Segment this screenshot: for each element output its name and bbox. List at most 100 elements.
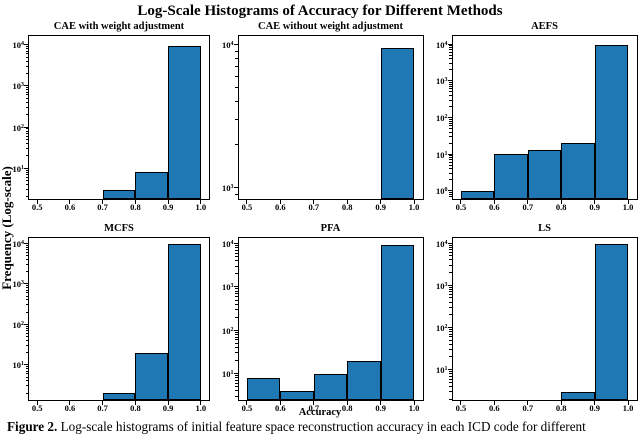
histogram-bar bbox=[246, 377, 281, 400]
y-axis-minor-tick bbox=[235, 273, 238, 275]
x-tick-label: 1.0 bbox=[195, 403, 207, 413]
y-axis-minor-tick bbox=[25, 72, 28, 74]
x-axis-label: Accuracy bbox=[298, 407, 342, 418]
y-axis-minor-tick bbox=[449, 381, 452, 383]
x-axis-tick bbox=[527, 200, 529, 204]
histogram-bar bbox=[135, 352, 169, 400]
x-tick-label: 1.0 bbox=[622, 202, 634, 212]
caption-label: Figure 2. bbox=[7, 419, 58, 434]
subplot-title: PFA bbox=[320, 223, 341, 234]
x-axis-tick bbox=[594, 200, 596, 204]
y-axis-minor-tick bbox=[25, 176, 28, 178]
y-tick-label: 104 bbox=[222, 239, 234, 250]
y-axis-minor-tick bbox=[449, 172, 452, 174]
plot-area bbox=[24, 35, 210, 204]
x-tick-label: 0.5 bbox=[31, 202, 43, 212]
y-axis-minor-tick bbox=[25, 258, 28, 260]
caption-text: Log-scale histograms of initial feature … bbox=[57, 419, 586, 434]
x-axis-tick bbox=[460, 200, 462, 204]
y-axis-minor-tick bbox=[449, 94, 452, 96]
y-axis-minor-tick bbox=[449, 251, 452, 253]
x-tick-label: 0.9 bbox=[375, 403, 386, 413]
x-axis-tick bbox=[36, 200, 38, 204]
x-axis-tick bbox=[413, 200, 415, 204]
y-tick-label: 102 bbox=[436, 322, 448, 333]
y-axis-minor-tick bbox=[25, 94, 28, 96]
x-tick-label: 0.5 bbox=[241, 403, 253, 413]
x-tick-label: 1.0 bbox=[195, 202, 207, 212]
y-axis-minor-tick bbox=[235, 193, 238, 195]
y-axis-minor-tick bbox=[235, 339, 238, 341]
x-tick-label: 0.5 bbox=[455, 403, 467, 413]
y-axis-minor-tick bbox=[25, 304, 28, 306]
y-axis-minor-tick bbox=[449, 142, 452, 144]
y-axis-minor-tick bbox=[25, 352, 28, 354]
y-axis-minor-tick bbox=[25, 89, 28, 91]
y-tick-label: 101 bbox=[436, 365, 448, 376]
y-axis-minor-tick bbox=[25, 392, 28, 394]
y-axis-minor-tick bbox=[235, 347, 238, 348]
y-tick-label: 103 bbox=[12, 81, 25, 92]
y-axis-minor-tick bbox=[235, 334, 238, 335]
x-tick-label: 0.9 bbox=[162, 202, 174, 212]
y-axis-minor-tick bbox=[25, 130, 28, 132]
plot-area bbox=[24, 237, 210, 405]
y-axis-minor-tick bbox=[449, 373, 452, 375]
x-tick-label: 0.5 bbox=[455, 202, 467, 212]
y-axis-major-tick bbox=[447, 43, 452, 45]
y-axis-minor-tick bbox=[235, 260, 238, 262]
histogram-bar bbox=[527, 150, 562, 199]
y-axis-minor-tick bbox=[25, 287, 28, 289]
plot-area bbox=[233, 35, 424, 204]
x-tick-label: 0.8 bbox=[341, 202, 353, 212]
y-axis-minor-tick bbox=[25, 128, 28, 130]
x-tick-label: 0.7 bbox=[97, 202, 108, 212]
x-tick-label: 0.9 bbox=[375, 202, 386, 212]
y-axis-minor-tick bbox=[449, 301, 452, 303]
y-axis-minor-tick bbox=[235, 245, 238, 247]
x-axis-tick bbox=[134, 401, 136, 405]
subplot-cae-without-weight-adjustment: CAE without weight adjustment 103 104 0.5 0.… bbox=[204, 21, 430, 216]
y-axis-minor-tick bbox=[449, 288, 452, 290]
x-axis-tick bbox=[560, 200, 562, 204]
y-axis-minor-tick bbox=[235, 50, 238, 52]
y-axis-minor-tick bbox=[25, 285, 28, 287]
x-tick-label: 0.6 bbox=[274, 202, 286, 212]
y-tick-label: 103 bbox=[436, 76, 448, 87]
y-axis-minor-tick bbox=[449, 259, 452, 261]
x-axis-tick bbox=[279, 200, 281, 204]
y-axis-minor-tick bbox=[25, 295, 28, 297]
y-tick-label: 104 bbox=[436, 39, 448, 50]
y-axis-minor-tick bbox=[235, 249, 238, 251]
x-axis-tick bbox=[69, 401, 71, 405]
y-axis-minor-tick bbox=[25, 106, 28, 108]
y-axis-minor-tick bbox=[235, 75, 238, 77]
y-axis-minor-tick bbox=[235, 118, 238, 120]
histogram-bar bbox=[102, 393, 136, 400]
y-axis-minor-tick bbox=[235, 66, 238, 68]
y-axis-major-tick bbox=[447, 153, 452, 155]
y-axis-minor-tick bbox=[449, 286, 452, 288]
x-axis-tick bbox=[69, 200, 71, 204]
y-axis-minor-tick bbox=[235, 379, 238, 381]
y-axis-minor-tick bbox=[235, 375, 238, 377]
y-axis-minor-tick bbox=[235, 331, 238, 333]
x-tick-label: 0.6 bbox=[488, 403, 500, 413]
y-axis-major-tick bbox=[233, 243, 238, 245]
x-axis-tick bbox=[36, 401, 38, 405]
y-axis-major-tick bbox=[233, 373, 238, 375]
x-axis-tick bbox=[167, 401, 169, 405]
y-axis-minor-tick bbox=[449, 371, 452, 373]
y-axis-minor-tick bbox=[449, 343, 452, 345]
y-axis-minor-tick bbox=[449, 336, 452, 338]
y-axis-minor-tick bbox=[235, 256, 238, 258]
y-axis-minor-tick bbox=[449, 249, 452, 251]
subplot-title: MCFS bbox=[104, 223, 134, 234]
y-axis-minor-tick bbox=[449, 294, 452, 296]
y-axis-minor-tick bbox=[449, 333, 452, 335]
y-axis-minor-tick bbox=[25, 114, 28, 116]
y-axis-major-tick bbox=[24, 44, 28, 46]
y-axis-minor-tick bbox=[235, 288, 238, 290]
x-tick-label: 0.9 bbox=[589, 403, 600, 413]
